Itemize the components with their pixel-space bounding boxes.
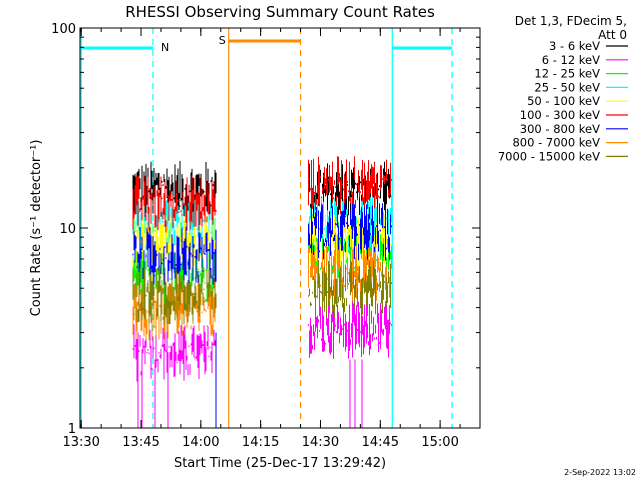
y-tick-label: 10 [59,222,76,237]
legend-label: 300 - 800 keV [520,122,600,136]
series-1-segment-0 [132,324,217,382]
legend-header-line: Det 1,3, FDecim 5, [515,14,627,28]
legend-header-line: Att 0 [598,28,627,42]
legend-header: Det 1,3, FDecim 5,Att 0 [515,14,627,42]
y-tick-label: 100 [51,22,76,37]
series-8-segment-1 [308,259,392,318]
legend-label: 7000 - 15000 keV [498,149,600,163]
flag-label-s: S [219,34,226,47]
generation-date: 2-Sep-2022 13:02 [564,468,636,477]
axes: 13:30 13:45 14:00 14:15 14:30 14:45 15:00 1 10 10… [51,22,481,450]
series-5-segment-1 [308,156,392,215]
legend-label: 25 - 50 keV [534,80,600,94]
y-tick-label: 1 [68,422,76,437]
x-tick-label: 14:30 [302,435,339,450]
legend-label: 100 - 300 keV [520,108,600,122]
x-tick-label: 14:15 [242,435,279,450]
series-1-segment-1 [308,301,392,359]
y-axis-label: Count Rate (s⁻¹ detector⁻¹) [29,140,44,317]
legend-label: 12 - 25 keV [534,67,600,81]
series-6-segment-0 [132,226,217,285]
x-tick-label: 13:45 [122,435,159,450]
flag-markers: NS [80,28,453,428]
legend-label: 3 - 6 keV [549,39,600,53]
legend-label: 6 - 12 keV [542,53,600,67]
legend-label: 50 - 100 keV [527,94,600,108]
chart-title: RHESSI Observing Summary Count Rates [125,3,435,21]
x-tick-label: 14:00 [182,435,219,450]
series-group [132,156,392,428]
flag-label-n: N [161,41,169,54]
plot-area: NS [80,28,453,428]
x-tick-label: 13:30 [62,435,99,450]
legend-label: 800 - 7000 keV [512,136,600,150]
series-8-segment-0 [132,267,217,326]
x-axis-label: Start Time (25-Dec-17 13:29:42) [174,456,386,471]
series-5-segment-0 [132,175,217,233]
x-tick-label: 14:45 [362,435,399,450]
x-tick-label: 15:00 [421,435,458,450]
